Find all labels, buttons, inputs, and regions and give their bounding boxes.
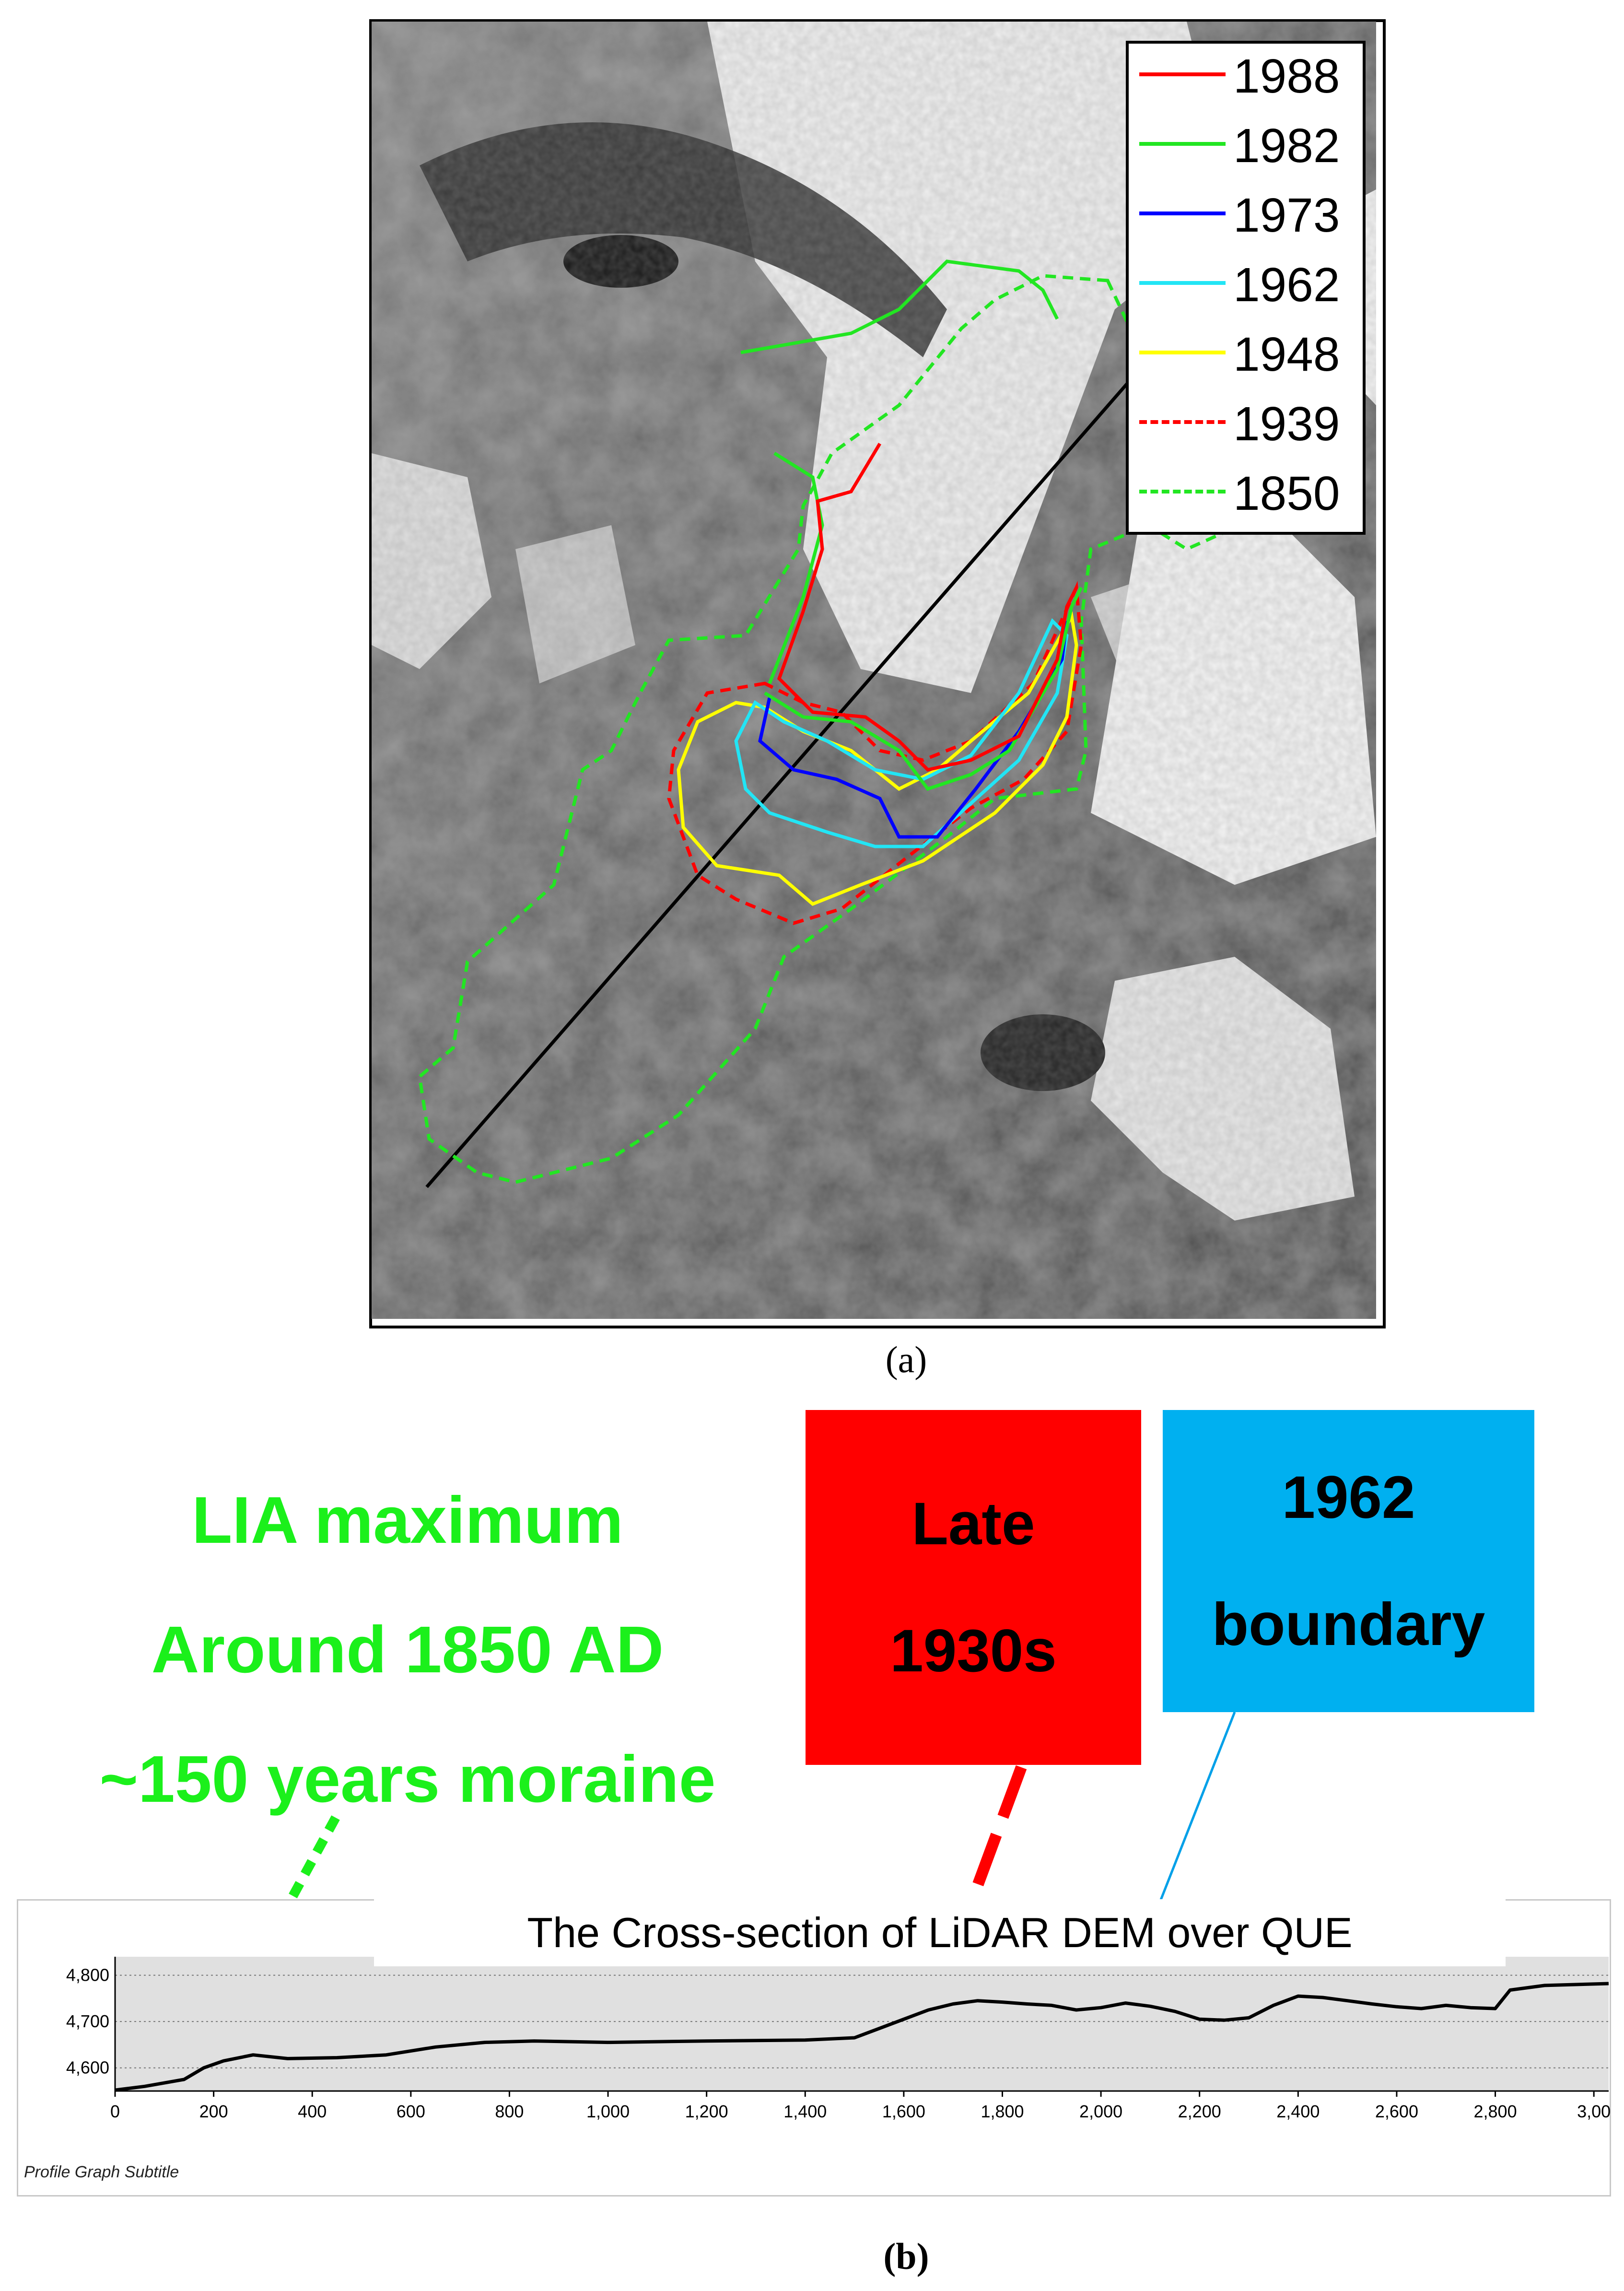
caption-a: (a) <box>885 1339 927 1380</box>
x-tick-label: 2,800 <box>1474 2102 1517 2121</box>
x-tick-label: 1,200 <box>685 2102 728 2121</box>
caption-b: (b) <box>883 2235 929 2277</box>
x-tick-label: 1,000 <box>586 2102 630 2121</box>
legend-item-1939: 1939 <box>1129 391 1363 458</box>
outline-1962 <box>734 618 1069 848</box>
annotation-lia-line-3: ~150 years moraine <box>99 1742 716 1816</box>
legend-item-1982: 1982 <box>1129 113 1363 180</box>
legend-label-1948: 1948 <box>1233 328 1340 381</box>
outline-1982 <box>740 259 1083 791</box>
x-tick-label: 2,600 <box>1375 2102 1418 2121</box>
legend-swatch-1988 <box>1139 72 1226 76</box>
legend-label-1850: 1850 <box>1233 467 1340 520</box>
x-tick-label: 2,200 <box>1178 2102 1221 2121</box>
legend-swatch-1939 <box>1139 420 1226 424</box>
cross-section-line <box>425 380 1131 1188</box>
annotation-late-1930s: Late 1930s <box>806 1410 1141 1765</box>
outline-1988 <box>777 443 1078 772</box>
x-tick-label: 1,800 <box>981 2102 1024 2121</box>
legend-label-1939: 1939 <box>1233 397 1340 451</box>
legend-item-1962: 1962 <box>1129 252 1363 319</box>
x-tick-label: 1,600 <box>882 2102 925 2121</box>
profile-line <box>115 1982 1609 2092</box>
legend-item-1850: 1850 <box>1129 461 1363 528</box>
profile-subtitle: Profile Graph Subtitle <box>24 2163 179 2181</box>
y-tick-label: 4,800 <box>66 1965 109 1985</box>
x-tick-label: 0 <box>110 2102 120 2121</box>
legend-swatch-1982 <box>1139 142 1226 146</box>
annotation-lia-line-2: Around 1850 AD <box>151 1613 664 1687</box>
satellite-map <box>372 22 1376 1319</box>
legend-swatch-1948 <box>1139 351 1226 354</box>
legend-label-1982: 1982 <box>1233 119 1340 173</box>
y-tick-label: 4,600 <box>66 2058 109 2078</box>
x-tick-label: 800 <box>495 2102 524 2121</box>
x-tick-label: 200 <box>199 2102 228 2121</box>
legend-item-1973: 1973 <box>1129 183 1363 250</box>
profile-chart: 4,600 4,700 4,800 0 200 400 600 800 1,000 1,200 1,… <box>66 1957 1611 2121</box>
annotation-lia-line-1: LIA maximum <box>192 1483 623 1557</box>
x-tick-label: 600 <box>397 2102 425 2121</box>
x-tick-label: 1,400 <box>783 2102 827 2121</box>
x-tick-label: 2,000 <box>1079 2102 1122 2121</box>
y-tick-label: 4,700 <box>66 2011 109 2031</box>
x-tick-label: 400 <box>298 2102 327 2121</box>
legend-item-1948: 1948 <box>1129 322 1363 389</box>
legend-label-1962: 1962 <box>1233 258 1340 312</box>
annotation-1962-boundary: 1962 boundary <box>1163 1410 1534 1712</box>
legend-swatch-1850 <box>1139 490 1226 493</box>
x-tick-label: 2,400 <box>1276 2102 1320 2121</box>
outline-1850 <box>418 274 1232 1184</box>
legend-item-1988: 1988 <box>1129 44 1363 111</box>
profile-title: The Cross-section of LiDAR DEM over QUE <box>374 1899 1506 1966</box>
legend: 1988 1982 1973 1962 1948 1939 1850 <box>1126 41 1366 535</box>
x-tick-label: 3,00 <box>1577 2102 1611 2121</box>
legend-label-1973: 1973 <box>1233 188 1340 242</box>
legend-swatch-1962 <box>1139 281 1226 285</box>
legend-label-1988: 1988 <box>1233 49 1340 103</box>
plot-area <box>115 1957 1609 2091</box>
legend-swatch-1973 <box>1139 211 1226 215</box>
